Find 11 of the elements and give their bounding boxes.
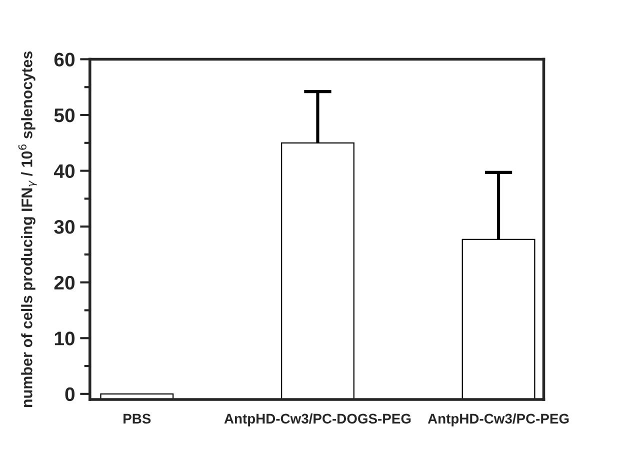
x-tick-label: AntpHD-Cw3/PC-DOGS-PEG: [224, 413, 411, 426]
y-tick-label: 40: [54, 164, 75, 178]
y-tick-label: 50: [54, 108, 75, 122]
y-tick-label: 20: [54, 276, 75, 290]
y-tick-label: 60: [54, 52, 75, 66]
y-tick-label: 10: [54, 332, 75, 346]
x-tick-label: PBS: [124, 414, 151, 424]
y-tick-label: 30: [54, 220, 75, 234]
x-tick-label: AntpHD-Cw3/PC-PEG: [428, 413, 569, 426]
y-axis-title: number of cells producing IFN$_{γ}$ / 10$^{6}$ splenocytes: [18, 51, 37, 408]
y-tick-label: 0: [65, 387, 75, 402]
